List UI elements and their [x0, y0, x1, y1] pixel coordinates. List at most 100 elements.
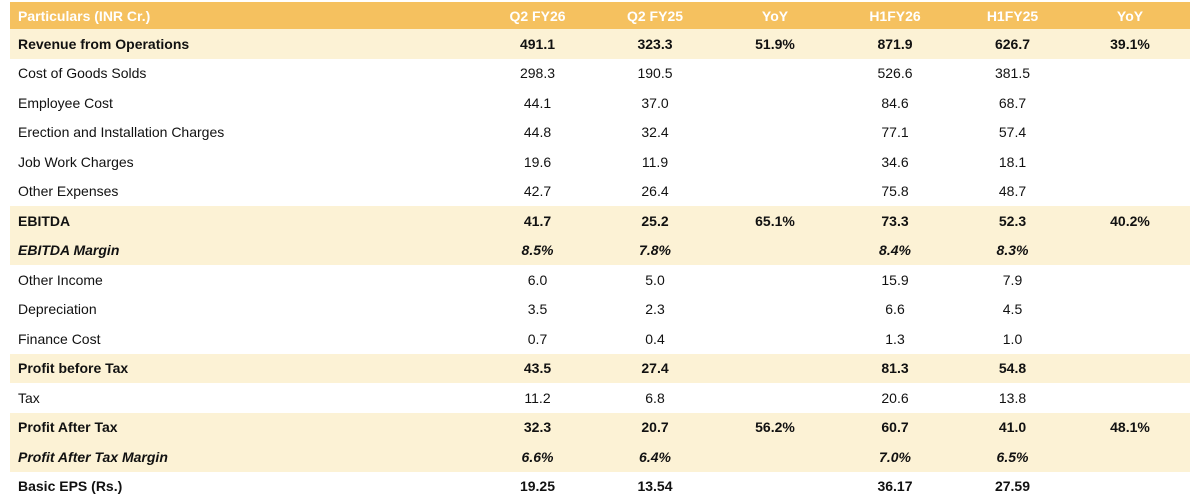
yoy-quarter-value	[715, 177, 835, 207]
h1fy26-value: 6.6	[835, 295, 955, 325]
q2fy26-value: 41.7	[480, 206, 595, 236]
h1fy25-value: 1.0	[955, 324, 1070, 354]
row-label: Erection and Installation Charges	[10, 118, 480, 148]
q2fy26-value: 11.2	[480, 383, 595, 413]
h1fy25-value: 7.9	[955, 265, 1070, 295]
q2fy25-value: 5.0	[595, 265, 715, 295]
header-yoy-quarter: YoY	[715, 2, 835, 29]
h1fy25-value: 13.8	[955, 383, 1070, 413]
h1fy26-value: 75.8	[835, 177, 955, 207]
h1fy26-value: 81.3	[835, 354, 955, 384]
row-label: Finance Cost	[10, 324, 480, 354]
h1fy25-value: 18.1	[955, 147, 1070, 177]
row-label: Revenue from Operations	[10, 29, 480, 59]
yoy-half-value: 48.1%	[1070, 413, 1190, 443]
h1fy26-value: 60.7	[835, 413, 955, 443]
h1fy25-value: 381.5	[955, 59, 1070, 89]
yoy-half-value	[1070, 177, 1190, 207]
h1fy25-value: 52.3	[955, 206, 1070, 236]
q2fy25-value: 25.2	[595, 206, 715, 236]
q2fy26-value: 44.8	[480, 118, 595, 148]
h1fy26-value: 34.6	[835, 147, 955, 177]
h1fy26-value: 77.1	[835, 118, 955, 148]
yoy-half-value	[1070, 265, 1190, 295]
q2fy26-value: 8.5%	[480, 236, 595, 266]
h1fy25-value: 68.7	[955, 88, 1070, 118]
yoy-half-value	[1070, 383, 1190, 413]
q2fy25-value: 6.8	[595, 383, 715, 413]
yoy-quarter-value	[715, 88, 835, 118]
yoy-half-value	[1070, 472, 1190, 501]
h1fy26-value: 1.3	[835, 324, 955, 354]
yoy-quarter-value	[715, 236, 835, 266]
yoy-half-value	[1070, 118, 1190, 148]
h1fy25-value: 626.7	[955, 29, 1070, 59]
q2fy25-value: 20.7	[595, 413, 715, 443]
q2fy26-value: 43.5	[480, 354, 595, 384]
row-label: Cost of Goods Solds	[10, 59, 480, 89]
row-label: Other Expenses	[10, 177, 480, 207]
row-label: Tax	[10, 383, 480, 413]
q2fy26-value: 6.6%	[480, 442, 595, 472]
yoy-quarter-value	[715, 442, 835, 472]
yoy-half-value	[1070, 354, 1190, 384]
yoy-quarter-value	[715, 118, 835, 148]
h1fy25-value: 54.8	[955, 354, 1070, 384]
yoy-half-value	[1070, 324, 1190, 354]
yoy-quarter-value	[715, 147, 835, 177]
row-label: Profit After Tax	[10, 413, 480, 443]
table-header-row: Particulars (INR Cr.) Q2 FY26 Q2 FY25 Yo…	[10, 2, 1190, 29]
financial-results-table: Particulars (INR Cr.) Q2 FY26 Q2 FY25 Yo…	[10, 2, 1190, 501]
h1fy25-value: 48.7	[955, 177, 1070, 207]
header-yoy-half: YoY	[1070, 2, 1190, 29]
h1fy25-value: 4.5	[955, 295, 1070, 325]
row-label: Job Work Charges	[10, 147, 480, 177]
row-label: Profit After Tax Margin	[10, 442, 480, 472]
q2fy25-value: 37.0	[595, 88, 715, 118]
q2fy25-value: 27.4	[595, 354, 715, 384]
yoy-half-value: 40.2%	[1070, 206, 1190, 236]
row-label: Profit before Tax	[10, 354, 480, 384]
yoy-quarter-value	[715, 265, 835, 295]
header-particulars: Particulars (INR Cr.)	[10, 2, 480, 29]
yoy-quarter-value	[715, 295, 835, 325]
q2fy26-value: 298.3	[480, 59, 595, 89]
yoy-half-value: 39.1%	[1070, 29, 1190, 59]
h1fy26-value: 871.9	[835, 29, 955, 59]
q2fy26-value: 44.1	[480, 88, 595, 118]
row-label: Other Income	[10, 265, 480, 295]
q2fy26-value: 3.5	[480, 295, 595, 325]
header-q2fy26: Q2 FY26	[480, 2, 595, 29]
yoy-quarter-value	[715, 59, 835, 89]
q2fy25-value: 26.4	[595, 177, 715, 207]
h1fy26-value: 7.0%	[835, 442, 955, 472]
row-label: Basic EPS (Rs.)	[10, 472, 480, 501]
h1fy26-value: 526.6	[835, 59, 955, 89]
q2fy25-value: 6.4%	[595, 442, 715, 472]
yoy-half-value	[1070, 236, 1190, 266]
h1fy26-value: 73.3	[835, 206, 955, 236]
h1fy25-value: 8.3%	[955, 236, 1070, 266]
q2fy25-value: 0.4	[595, 324, 715, 354]
q2fy26-value: 491.1	[480, 29, 595, 59]
yoy-quarter-value	[715, 383, 835, 413]
yoy-half-value	[1070, 147, 1190, 177]
q2fy26-value: 32.3	[480, 413, 595, 443]
q2fy25-value: 11.9	[595, 147, 715, 177]
yoy-half-value	[1070, 88, 1190, 118]
q2fy26-value: 0.7	[480, 324, 595, 354]
q2fy25-value: 32.4	[595, 118, 715, 148]
yoy-quarter-value: 65.1%	[715, 206, 835, 236]
